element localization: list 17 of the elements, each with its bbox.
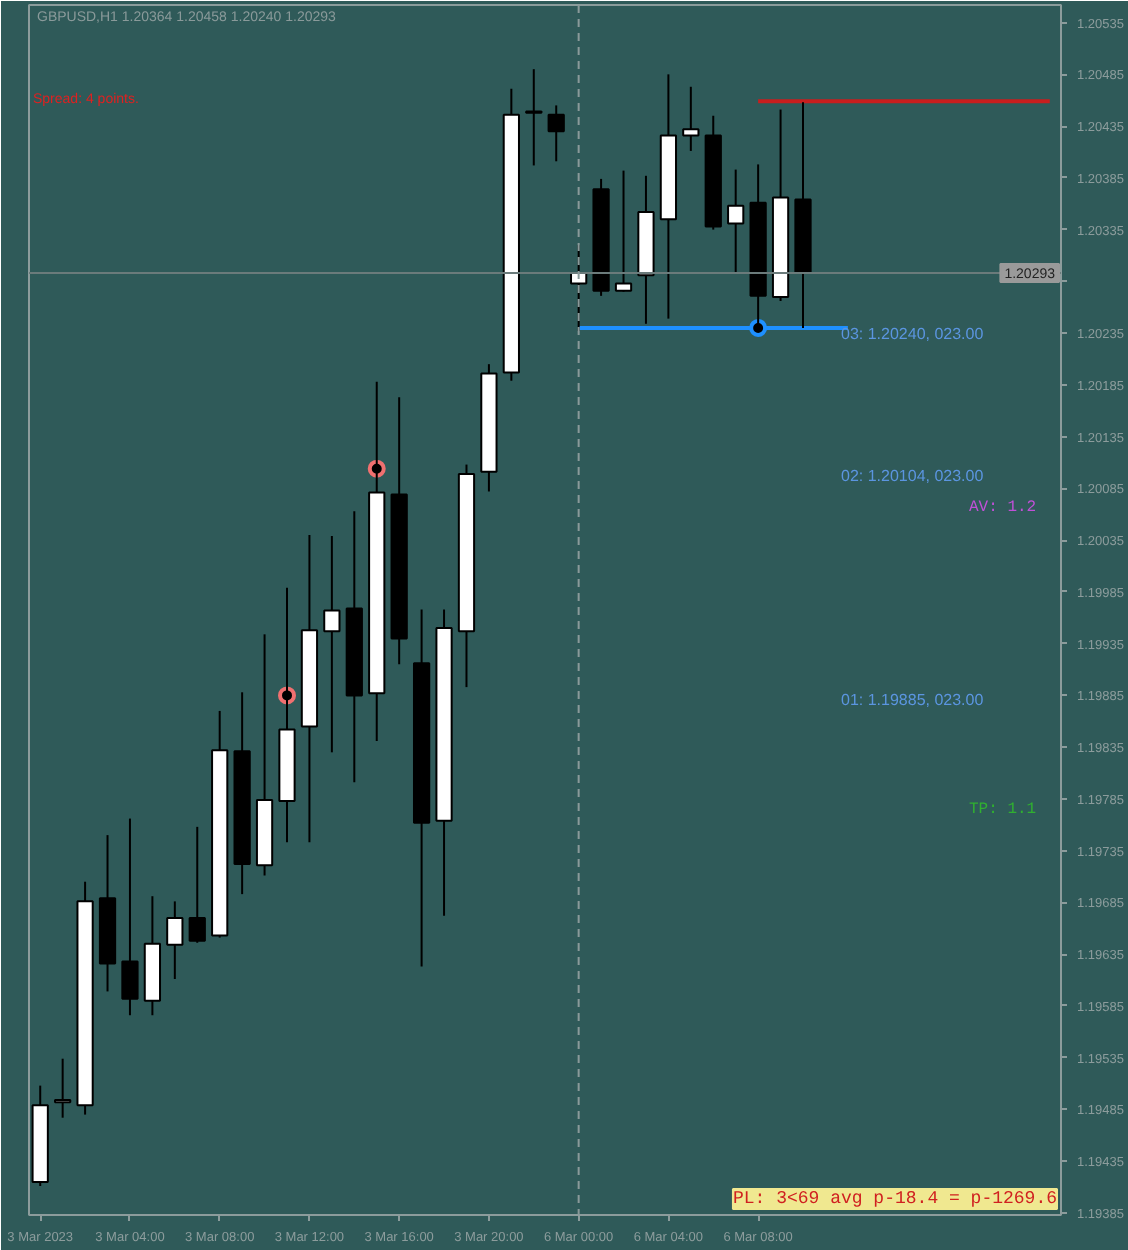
candlestick (682, 85, 700, 152)
annotation: PL: 3<69 avg p-18.4 = p-1269.6 (732, 1189, 1058, 1209)
annotation: 03: 1.20240, 023.00 (841, 325, 985, 343)
candlestick (166, 900, 184, 980)
annotation: 02: 1.20104, 023.00 (841, 467, 985, 485)
candlestick (614, 169, 633, 293)
annotation: AV: 1.2 (969, 499, 1037, 517)
candlestick (727, 168, 745, 275)
candlestick (54, 1057, 72, 1119)
candlestick (525, 68, 543, 167)
annotation: 01: 1.19885, 023.00 (841, 691, 985, 709)
candlestick (121, 817, 139, 1017)
candlestick (547, 104, 565, 163)
point (749, 318, 768, 337)
candlestick (188, 825, 206, 944)
annotation: TP: 1.1 (969, 801, 1037, 819)
candlestick (323, 534, 341, 754)
